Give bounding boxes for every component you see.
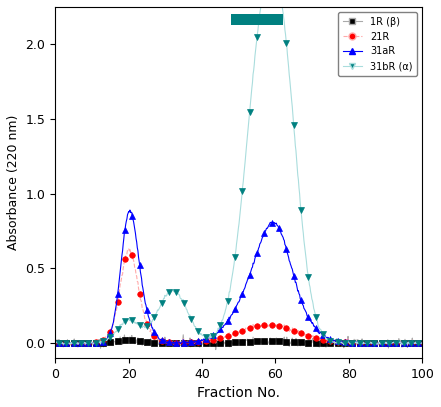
Y-axis label: Absorbance (220 nm): Absorbance (220 nm) xyxy=(7,115,20,250)
Legend: 1R (β), 21R, 31aR, 31bR (α): 1R (β), 21R, 31aR, 31bR (α) xyxy=(338,12,417,76)
X-axis label: Fraction No.: Fraction No. xyxy=(197,386,280,400)
FancyBboxPatch shape xyxy=(232,14,283,25)
